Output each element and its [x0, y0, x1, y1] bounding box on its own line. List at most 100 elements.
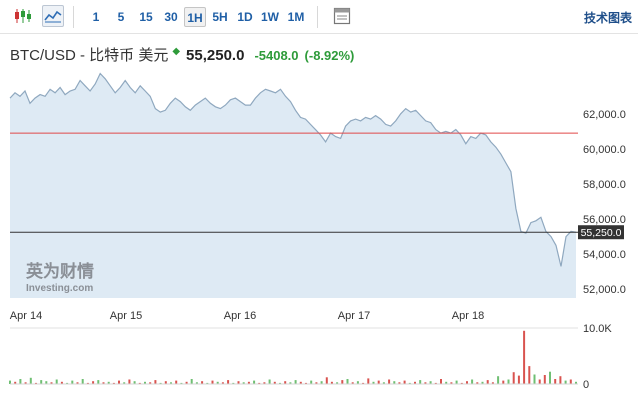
volume-bar [455, 380, 458, 384]
price-tick-label: 52,000.0 [583, 284, 626, 296]
volume-bar [284, 381, 287, 384]
volume-bar [237, 381, 240, 384]
volume-bar [299, 381, 302, 384]
volume-bar [393, 381, 396, 384]
chart-toolbar: 1 5 15 30 1H 5H 1D 1W 1M 技术图表 [0, 0, 638, 34]
volume-bar [35, 382, 37, 384]
price-tick-label: 62,000.0 [583, 109, 626, 121]
volume-bar [201, 381, 204, 384]
volume-bar [76, 382, 79, 384]
timeframe-1h[interactable]: 1H [184, 7, 206, 27]
volume-bar [268, 379, 271, 384]
volume-bar [476, 382, 479, 384]
volume-bar [19, 379, 22, 384]
volume-bar [216, 381, 219, 384]
volume-bar [569, 379, 572, 384]
volume-bar [346, 379, 349, 384]
volume-bar [310, 380, 313, 384]
price-chart[interactable]: 55,250.0 52,000.0 54,000.0 56,000.0 58,000.… [0, 70, 638, 415]
timeframe-1m[interactable]: 1 [92, 10, 100, 24]
technical-chart-link[interactable]: 技术图表 [583, 11, 632, 25]
volume-bar [242, 382, 245, 384]
volume-bar [175, 380, 178, 384]
volume-bar [450, 382, 453, 384]
volume-bar [538, 379, 541, 384]
volume-bar [211, 380, 214, 384]
volume-bar [330, 381, 333, 384]
volume-bar [66, 382, 69, 384]
toolbar-divider [317, 6, 318, 28]
volume-bar [170, 382, 172, 384]
volume-bar [279, 382, 281, 384]
timeframe-30m[interactable]: 30 [164, 10, 178, 24]
volume-bar [86, 382, 89, 384]
timeframe-1d[interactable]: 1D [237, 10, 253, 24]
volume-bar [507, 379, 510, 384]
volume-bar [92, 381, 95, 384]
volume-bar [149, 382, 152, 384]
volume-bar [180, 382, 183, 384]
timeframe-1w[interactable]: 1W [261, 10, 279, 24]
volume-bar [81, 379, 84, 384]
volume-tick-label: 0 [583, 379, 589, 391]
price-tick-label: 56,000.0 [583, 214, 626, 226]
volume-bar [377, 380, 380, 384]
volume-bar [502, 380, 505, 384]
volume-bar [543, 375, 546, 384]
volume-bar [486, 380, 489, 384]
timeframe-15m[interactable]: 15 [139, 10, 153, 24]
volume-bar [517, 375, 520, 384]
current-price-label: 55,250.0 [581, 227, 622, 239]
timeframe-5m[interactable]: 5 [117, 10, 125, 24]
volume-bar [133, 381, 136, 384]
price-axis: 52,000.0 54,000.0 56,000.0 58,000.0 60,000.0… [583, 109, 626, 296]
line-chart-icon[interactable] [42, 5, 64, 27]
volume-bar [336, 382, 339, 384]
volume-bar [403, 380, 406, 384]
up-arrow-icon: ◆ [172, 46, 181, 57]
volume-bar [190, 379, 193, 384]
volume-bar [9, 380, 11, 384]
date-tick-label: Apr 15 [110, 310, 142, 322]
volume-bar [24, 382, 27, 384]
volume-bar [382, 382, 385, 384]
volume-bar [445, 381, 448, 384]
volume-bar [440, 379, 442, 384]
investing-watermark: 英为财情 Investing.com [26, 261, 94, 294]
volume-bar [320, 381, 323, 384]
volume-bar [144, 381, 146, 384]
volume-pane [9, 327, 578, 385]
instrument-name: BTC/USD - 比特币 美元 [10, 47, 169, 64]
date-tick-label: Apr 18 [452, 310, 484, 322]
volume-bar [523, 330, 526, 384]
volume-bar [549, 371, 551, 384]
reference-lines: 55,250.0 [10, 132, 624, 240]
volume-bar [424, 382, 427, 384]
volume-bar [128, 379, 131, 384]
price-area-fill [10, 73, 576, 298]
volume-bar [419, 380, 422, 384]
price-tick-label: 54,000.0 [583, 249, 626, 261]
volume-bar [398, 382, 401, 384]
volume-axis: 10.0K 0 [583, 323, 612, 391]
volume-bar [102, 382, 105, 384]
candlestick-icon[interactable] [12, 5, 34, 27]
timeframe-5h[interactable]: 5H [212, 10, 228, 24]
volume-bar [575, 381, 577, 384]
volume-bar [315, 382, 318, 384]
timeframe-1mo[interactable]: 1M [287, 10, 305, 24]
volume-bar [71, 380, 74, 384]
volume-bar [206, 382, 209, 384]
volume-bar [367, 378, 370, 384]
volume-bar [512, 372, 515, 384]
chart-settings-icon[interactable] [331, 5, 353, 27]
price-tick-label: 60,000.0 [583, 144, 626, 156]
volume-bar [195, 382, 198, 384]
volume-bar [154, 380, 157, 384]
watermark-chinese: 英为财情 [26, 261, 94, 282]
volume-bar [258, 382, 261, 384]
price-change-percent: (-8.92%) [304, 48, 355, 63]
volume-bar [273, 381, 276, 384]
volume-bar [50, 382, 53, 384]
volume-bar [460, 382, 463, 384]
